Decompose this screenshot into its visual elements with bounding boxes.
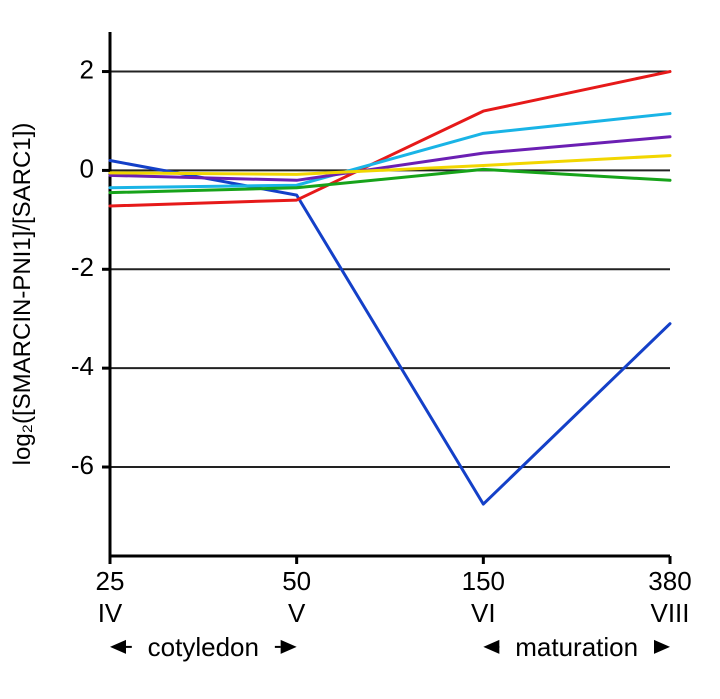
- y-tick-label: -4: [71, 351, 94, 381]
- x-tick-label-bottom: IV: [98, 598, 123, 628]
- x-tick-label-bottom: VIII: [650, 598, 689, 628]
- x-tick-label-top: 50: [282, 566, 311, 596]
- y-tick-label: -2: [71, 252, 94, 282]
- y-tick-label: 2: [80, 54, 94, 84]
- y-tick-label: 0: [80, 153, 94, 183]
- line-chart: -6 -4 -2 0 2 25IV 50V 150VI 380VIII log₂([SMARC…: [0, 0, 720, 699]
- phase-label: maturation: [515, 632, 638, 662]
- x-tick-label-bottom: VI: [471, 598, 496, 628]
- y-axis-label: log₂([SMARCIN-PNI1]/[SARC1]): [9, 123, 36, 466]
- x-tick-label-top: 380: [648, 566, 691, 596]
- y-tick-label: -6: [71, 450, 94, 480]
- x-tick-label-bottom: V: [288, 598, 306, 628]
- phase-label: cotyledon: [148, 632, 259, 662]
- x-tick-label-top: 25: [96, 566, 125, 596]
- y-axis-label-text: log₂([SMARCIN-PNI1]/[SARC1]): [9, 123, 36, 466]
- x-tick-label-top: 150: [462, 566, 505, 596]
